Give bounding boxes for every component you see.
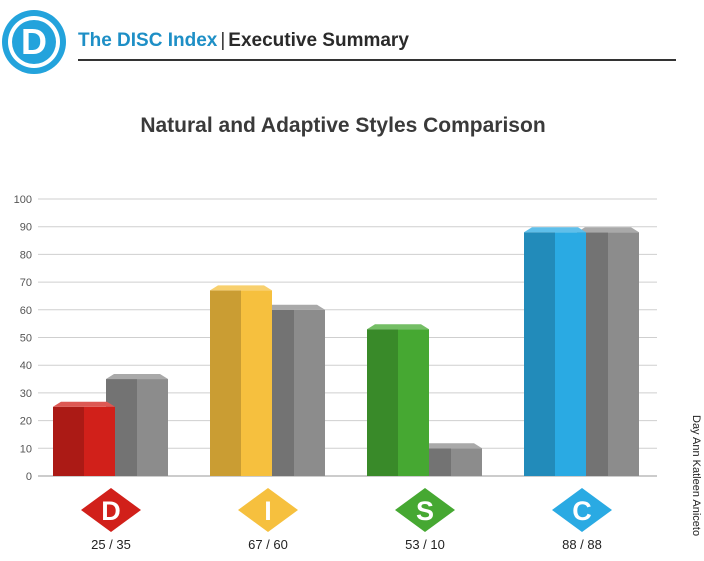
adaptive-bar-d-right — [137, 379, 168, 476]
natural-bar-d-top — [53, 401, 115, 407]
y-tick-label: 30 — [20, 388, 32, 400]
y-tick-label: 80 — [20, 249, 32, 261]
natural-bar-s-left — [367, 329, 398, 476]
header-title: The DISC Index | Executive Summary — [78, 30, 409, 52]
disc-logo: D — [2, 10, 66, 74]
category-value-label: 88 / 88 — [562, 537, 602, 552]
header-rule — [78, 59, 676, 61]
natural-bar-s-top — [367, 324, 429, 330]
y-tick-label: 20 — [20, 416, 32, 428]
category-value-label: 25 / 35 — [91, 537, 131, 552]
y-tick-label: 90 — [20, 222, 32, 234]
y-tick-label: 0 — [26, 471, 32, 483]
y-tick-label: 10 — [20, 443, 32, 455]
header-title-summary: Executive Summary — [228, 30, 409, 51]
author-credit: Day Ann Katleen Aniceto — [690, 415, 704, 555]
natural-bar-i-right — [241, 290, 272, 476]
adaptive-bar-c-right — [608, 232, 639, 476]
y-tick-label: 50 — [20, 333, 32, 345]
header-title-index: The DISC Index — [78, 30, 218, 51]
adaptive-bar-c-top — [577, 227, 639, 233]
category-badge-s — [395, 488, 455, 532]
y-tick-label: 60 — [20, 305, 32, 317]
y-tick-label: 40 — [20, 360, 32, 372]
natural-bar-c-right — [555, 232, 586, 476]
chart-title: Natural and Adaptive Styles Comparison — [140, 114, 546, 137]
category-value-label: 67 / 60 — [248, 537, 288, 552]
adaptive-bar-s-top — [420, 443, 482, 449]
y-tick-label: 70 — [20, 277, 32, 289]
natural-bar-i-top — [210, 285, 272, 291]
adaptive-bar-d-top — [106, 374, 168, 380]
category-value-label: 53 / 10 — [405, 537, 445, 552]
header-separator: | — [220, 30, 226, 51]
y-tick-label: 100 — [14, 194, 32, 206]
natural-bar-c-left — [524, 232, 555, 476]
category-badge-i — [238, 488, 298, 532]
natural-bar-c-top — [524, 227, 586, 233]
natural-bar-i-left — [210, 290, 241, 476]
logo-letter: D — [12, 20, 56, 64]
natural-bar-s-right — [398, 329, 429, 476]
category-letter: S — [416, 496, 434, 526]
adaptive-bar-s-right — [451, 448, 482, 476]
natural-bar-d-right — [84, 406, 115, 476]
adaptive-bar-i-top — [263, 304, 325, 310]
category-badge-d — [81, 488, 141, 532]
category-letter: C — [572, 496, 592, 526]
category-badge-c — [552, 488, 612, 532]
author-credit-text: Day Ann Katleen Aniceto — [690, 415, 702, 537]
natural-bar-d-left — [53, 406, 84, 476]
category-letter: I — [264, 496, 272, 526]
category-letter: D — [101, 496, 121, 526]
adaptive-bar-i-right — [294, 309, 325, 476]
report-header: D The DISC Index | Executive Summary — [0, 0, 704, 90]
